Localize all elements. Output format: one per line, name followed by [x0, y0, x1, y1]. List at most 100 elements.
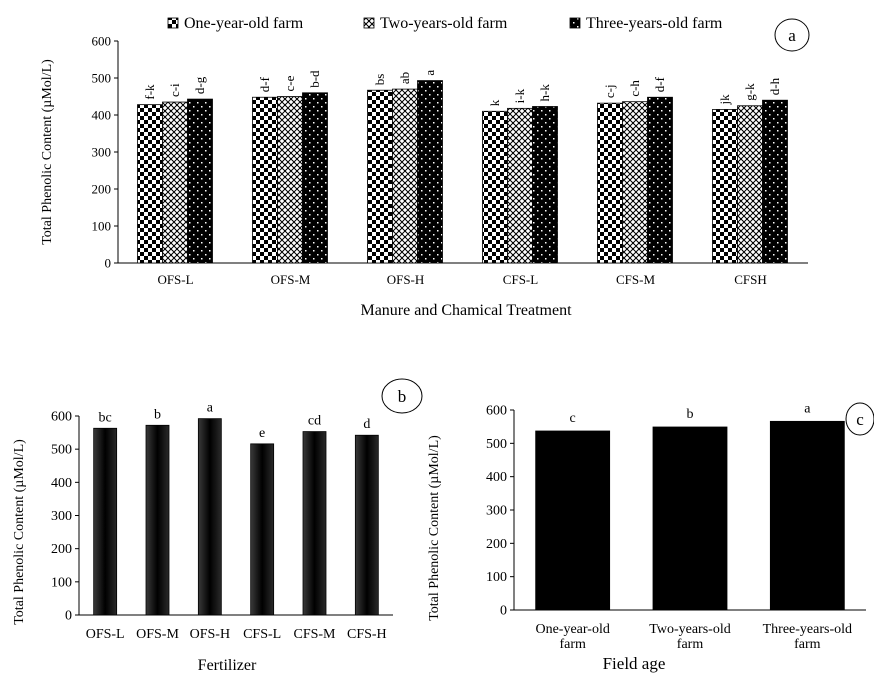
panel-label: a	[788, 26, 796, 45]
significance-letter: d-h	[767, 77, 782, 95]
x-tick-label: CFS-M	[616, 272, 655, 287]
y-tick-label: 600	[486, 404, 507, 419]
bar	[137, 104, 163, 264]
y-tick-label: 300	[51, 509, 72, 524]
y-axis-title: Total Phenolic Content (µMol/L)	[12, 439, 27, 625]
significance-letter: a	[422, 70, 437, 76]
significance-letter: b	[154, 407, 161, 422]
legend: One-year-old farm Two-years-old farm Three…	[167, 15, 723, 32]
legend-swatch	[363, 17, 375, 29]
y-tick-label: 600	[51, 410, 72, 425]
bar	[162, 101, 188, 264]
y-tick-label: 100	[51, 575, 72, 590]
bar	[482, 110, 508, 264]
bar	[647, 96, 673, 264]
x-tick-label: Two-years-old	[649, 622, 730, 637]
y-tick-label: 500	[486, 437, 507, 452]
y-tick-label: 300	[92, 145, 112, 160]
bar	[252, 96, 278, 264]
bar	[762, 99, 788, 264]
x-tick-label: Three-years-old	[763, 622, 852, 637]
bar	[597, 102, 623, 264]
y-tick-label: 0	[500, 604, 507, 619]
y-axis-title: Total Phenolic Content (µMol/L)	[40, 59, 55, 245]
y-tick-label: 300	[486, 504, 507, 519]
bar	[197, 418, 222, 616]
panel-label: b	[398, 387, 407, 406]
significance-letter: c-h	[627, 80, 642, 97]
significance-letter: d	[363, 417, 370, 432]
bar	[250, 443, 275, 616]
x-tick-label: OFS-L	[157, 272, 193, 287]
y-tick-label: 0	[105, 256, 112, 271]
x-tick-label: CFS-H	[347, 627, 387, 642]
chart-panel-b: 0 100 200 300 400 500 600 bc OFS-L b OFS-M a OFS-H e C…	[12, 378, 423, 674]
x-axis-title: Fertilizer	[198, 657, 257, 674]
bar	[532, 106, 558, 264]
bar	[93, 427, 118, 616]
significance-letter: c	[570, 411, 576, 426]
y-axis-title: Total Phenolic Content (µMol/L)	[427, 435, 442, 621]
bar	[652, 426, 728, 611]
x-tick-label: farm	[677, 637, 704, 652]
y-tick-label: 400	[486, 470, 507, 485]
significance-letter: cd	[308, 414, 321, 429]
y-tick-label: 100	[92, 219, 112, 234]
bar	[302, 92, 328, 264]
significance-letter: h-k	[537, 84, 552, 102]
bar	[712, 109, 738, 264]
x-tick-label: farm	[794, 637, 821, 652]
bar	[622, 101, 648, 264]
x-axis-title: Manure and Chamical Treatment	[360, 302, 572, 319]
significance-letter: a	[804, 401, 811, 416]
y-tick-label: 500	[51, 443, 72, 458]
significance-letter: i-k	[512, 88, 527, 103]
significance-letter: b	[687, 407, 694, 422]
x-tick-label: farm	[559, 637, 586, 652]
x-tick-label: CFS-L	[243, 627, 281, 642]
bar	[354, 434, 379, 616]
x-tick-label: OFS-H	[190, 627, 230, 642]
y-tick-label: 400	[51, 476, 72, 491]
bar	[737, 105, 763, 264]
bar	[507, 107, 533, 264]
significance-letter: e	[259, 426, 265, 441]
significance-letter: g-k	[742, 83, 757, 101]
x-axis-title: Field age	[603, 654, 666, 673]
x-tick-label: CFSH	[734, 272, 767, 287]
significance-letter: d-f	[257, 76, 272, 92]
bar	[277, 96, 303, 264]
significance-letter: a	[207, 401, 214, 416]
panel-label-circle	[774, 18, 810, 52]
bar	[187, 98, 213, 264]
legend-swatch	[167, 17, 179, 29]
bar	[367, 89, 393, 264]
significance-letter: bc	[99, 410, 112, 425]
x-tick-label: CFS-L	[503, 272, 538, 287]
chart-panel-a: 0 100 200 300 400 500 600 f-k d-f bs k c-j jk c-i c-e a…	[40, 15, 810, 319]
panel-label-circle	[845, 402, 874, 436]
x-tick-label: OFS-L	[86, 627, 125, 642]
legend-label: Two-years-old farm	[380, 15, 508, 32]
significance-letter: d-f	[652, 76, 667, 92]
bar	[392, 88, 418, 264]
significance-letter: d-g	[192, 76, 207, 94]
significance-letter: bs	[372, 74, 387, 86]
legend-label: One-year-old farm	[184, 15, 304, 32]
significance-letter: jk	[717, 94, 732, 106]
significance-letter: ab	[397, 72, 412, 84]
y-tick-label: 0	[65, 609, 72, 624]
significance-letter: c-j	[602, 84, 617, 98]
x-tick-label: OFS-M	[136, 627, 179, 642]
significance-letter: b-d	[307, 70, 322, 88]
y-tick-label: 200	[51, 542, 72, 557]
panel-label: c	[856, 410, 864, 429]
bar	[535, 430, 611, 611]
legend-label: Three-years-old farm	[586, 15, 723, 32]
significance-letter: c-i	[167, 83, 182, 97]
panel-label-circle	[381, 378, 423, 414]
bar	[145, 424, 170, 616]
x-tick-label: OFS-M	[271, 272, 311, 287]
